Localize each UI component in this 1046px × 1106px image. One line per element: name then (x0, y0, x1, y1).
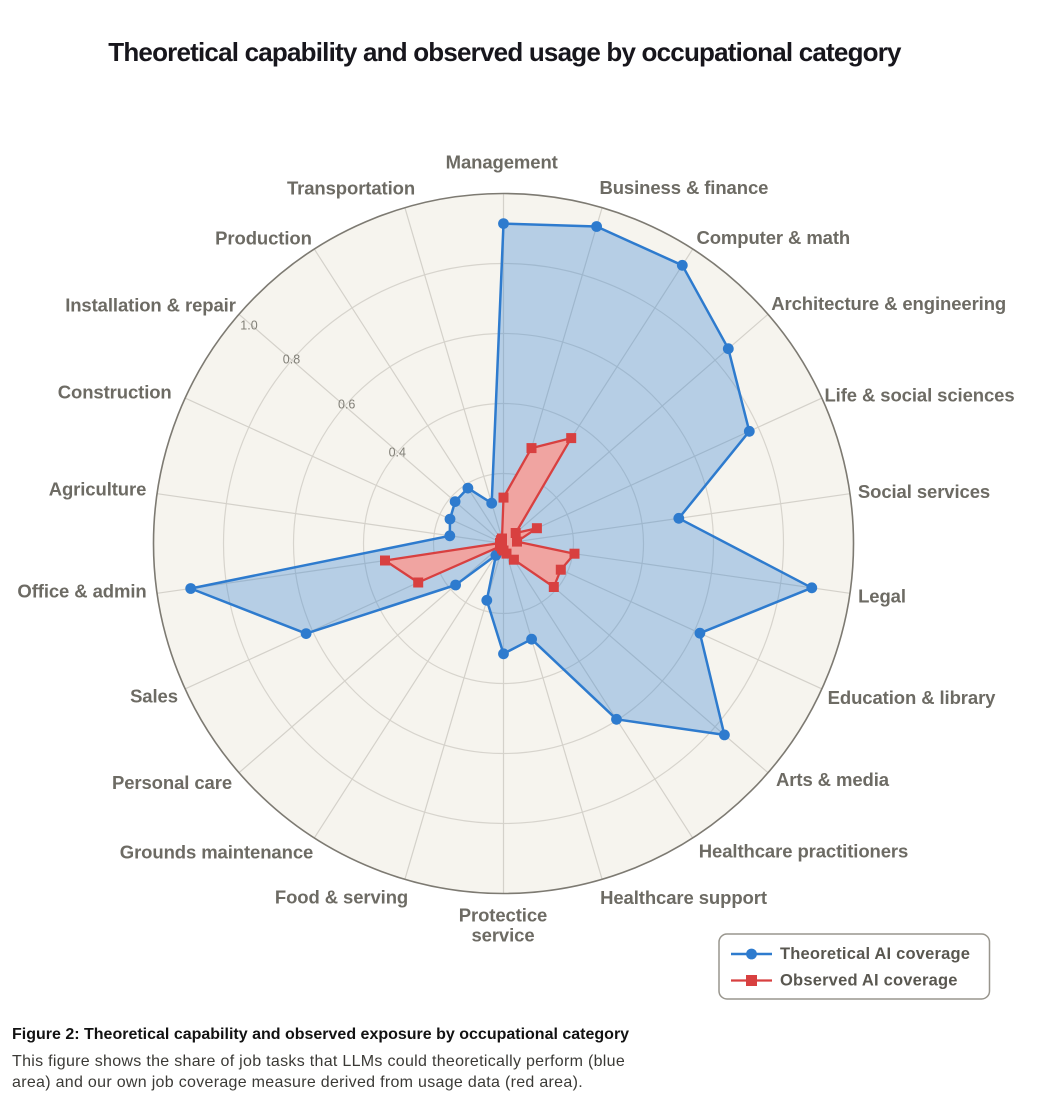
svg-text:Grounds maintenance: Grounds maintenance (120, 842, 313, 863)
svg-text:Architecture & engineering: Architecture & engineering (771, 293, 1006, 314)
svg-text:Management: Management (446, 152, 558, 173)
svg-text:Production: Production (215, 228, 312, 249)
svg-text:1.0: 1.0 (240, 318, 257, 332)
svg-text:0.6: 0.6 (338, 398, 355, 412)
svg-text:Life & social sciences: Life & social sciences (824, 385, 1014, 406)
svg-text:Agriculture: Agriculture (49, 479, 147, 500)
svg-text:Healthcare practitioners: Healthcare practitioners (699, 841, 908, 862)
svg-text:Protectice: Protectice (459, 905, 547, 926)
svg-text:Personal care: Personal care (112, 772, 232, 793)
svg-text:Theoretical AI coverage: Theoretical AI coverage (780, 945, 970, 963)
svg-text:Education & library: Education & library (828, 687, 997, 708)
svg-text:Construction: Construction (58, 382, 172, 403)
svg-text:Business & finance: Business & finance (599, 177, 768, 198)
svg-text:Arts & media: Arts & media (776, 769, 890, 790)
svg-text:Transportation: Transportation (287, 178, 415, 199)
svg-text:Healthcare support: Healthcare support (600, 887, 767, 908)
svg-text:Installation & repair: Installation & repair (65, 295, 236, 316)
svg-text:Observed AI coverage: Observed AI coverage (780, 972, 958, 990)
svg-text:Food & serving: Food & serving (275, 887, 408, 908)
svg-text:0.8: 0.8 (283, 353, 300, 367)
svg-text:Social services: Social services (858, 481, 990, 502)
svg-text:service: service (471, 925, 534, 946)
svg-text:Sales: Sales (130, 686, 178, 707)
svg-text:Office & admin: Office & admin (17, 581, 146, 602)
svg-text:Legal: Legal (858, 586, 906, 607)
svg-text:Computer & math: Computer & math (696, 227, 850, 248)
svg-text:0.4: 0.4 (389, 446, 406, 460)
